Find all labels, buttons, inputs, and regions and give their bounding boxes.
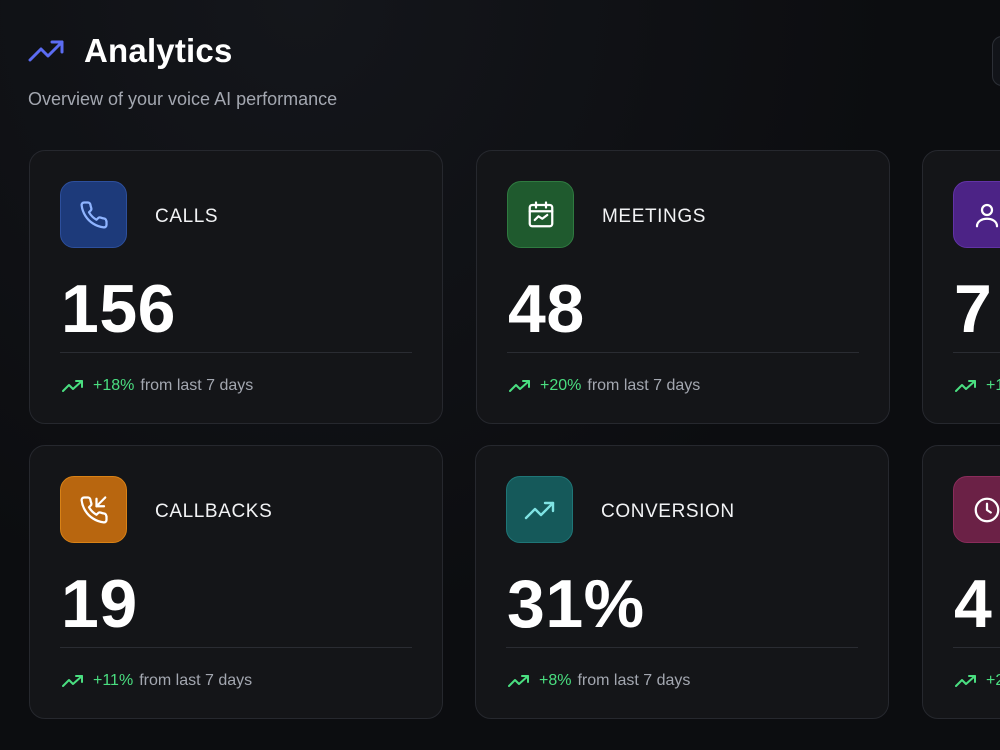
- card-footer: +2: [955, 672, 1000, 690]
- delta-value: +2: [986, 672, 1000, 689]
- delta-value: +1: [986, 377, 1000, 394]
- trending-up-icon: [506, 476, 573, 543]
- trending-up-icon: [62, 379, 84, 393]
- trending-up-icon: [955, 379, 977, 393]
- card-footer: +18% from last 7 days: [62, 377, 253, 395]
- stat-card-partial-bottom: 4 +2: [922, 445, 1000, 719]
- card-value: 48: [508, 271, 585, 347]
- delta-period: from last 7 days: [139, 672, 253, 689]
- delta-period: from last 7 days: [577, 672, 691, 689]
- card-divider: [953, 352, 1000, 353]
- stat-card-callbacks: CALLBACKS 19 +11% from last 7 days: [29, 445, 443, 719]
- card-label: CONVERSION: [601, 501, 735, 522]
- card-value: 156: [61, 271, 176, 347]
- stat-card-partial-top: 7 +1: [922, 150, 1000, 424]
- title-row: Analytics: [28, 32, 337, 70]
- card-value: 7: [954, 271, 993, 347]
- page-header: Analytics Overview of your voice AI perf…: [28, 32, 337, 110]
- card-divider: [953, 647, 1000, 648]
- card-value: 31%: [507, 566, 645, 642]
- stat-card-conversion: CONVERSION 31% +8% from last 7 days: [475, 445, 889, 719]
- card-label: MEETINGS: [602, 206, 707, 227]
- card-footer: +11% from last 7 days: [62, 672, 252, 690]
- delta-value: +8%: [539, 672, 572, 689]
- card-label: CALLS: [155, 206, 219, 227]
- card-divider: [507, 352, 859, 353]
- delta-value: +20%: [540, 377, 582, 394]
- card-value: 19: [61, 566, 138, 642]
- card-footer: +20% from last 7 days: [509, 377, 700, 395]
- delta-value: +11%: [93, 672, 134, 689]
- card-divider: [60, 352, 412, 353]
- trending-up-icon: [62, 674, 84, 688]
- trending-up-icon: [508, 674, 530, 688]
- calendar-icon: [507, 181, 574, 248]
- card-footer: +8% from last 7 days: [508, 672, 690, 690]
- stat-card-meetings: MEETINGS 48 +20% from last 7 days: [476, 150, 890, 424]
- user-icon: [953, 181, 1000, 248]
- card-divider: [506, 647, 858, 648]
- trending-up-icon: [955, 674, 977, 688]
- delta-value: +18%: [93, 377, 135, 394]
- card-divider: [60, 647, 412, 648]
- card-footer: +1: [955, 377, 1000, 395]
- delta-period: from last 7 days: [587, 377, 701, 394]
- phone-callback-icon: [60, 476, 127, 543]
- stat-card-calls: CALLS 156 +18% from last 7 days: [29, 150, 443, 424]
- trending-up-icon: [28, 36, 66, 66]
- card-label: CALLBACKS: [155, 501, 273, 522]
- card-value: 4: [954, 566, 993, 642]
- clock-icon: [953, 476, 1000, 543]
- phone-icon: [60, 181, 127, 248]
- delta-period: from last 7 days: [140, 377, 254, 394]
- header-action-button[interactable]: [992, 36, 1000, 86]
- page-subtitle: Overview of your voice AI performance: [28, 89, 338, 109]
- trending-up-icon: [509, 379, 531, 393]
- page-title: Analytics: [84, 32, 233, 69]
